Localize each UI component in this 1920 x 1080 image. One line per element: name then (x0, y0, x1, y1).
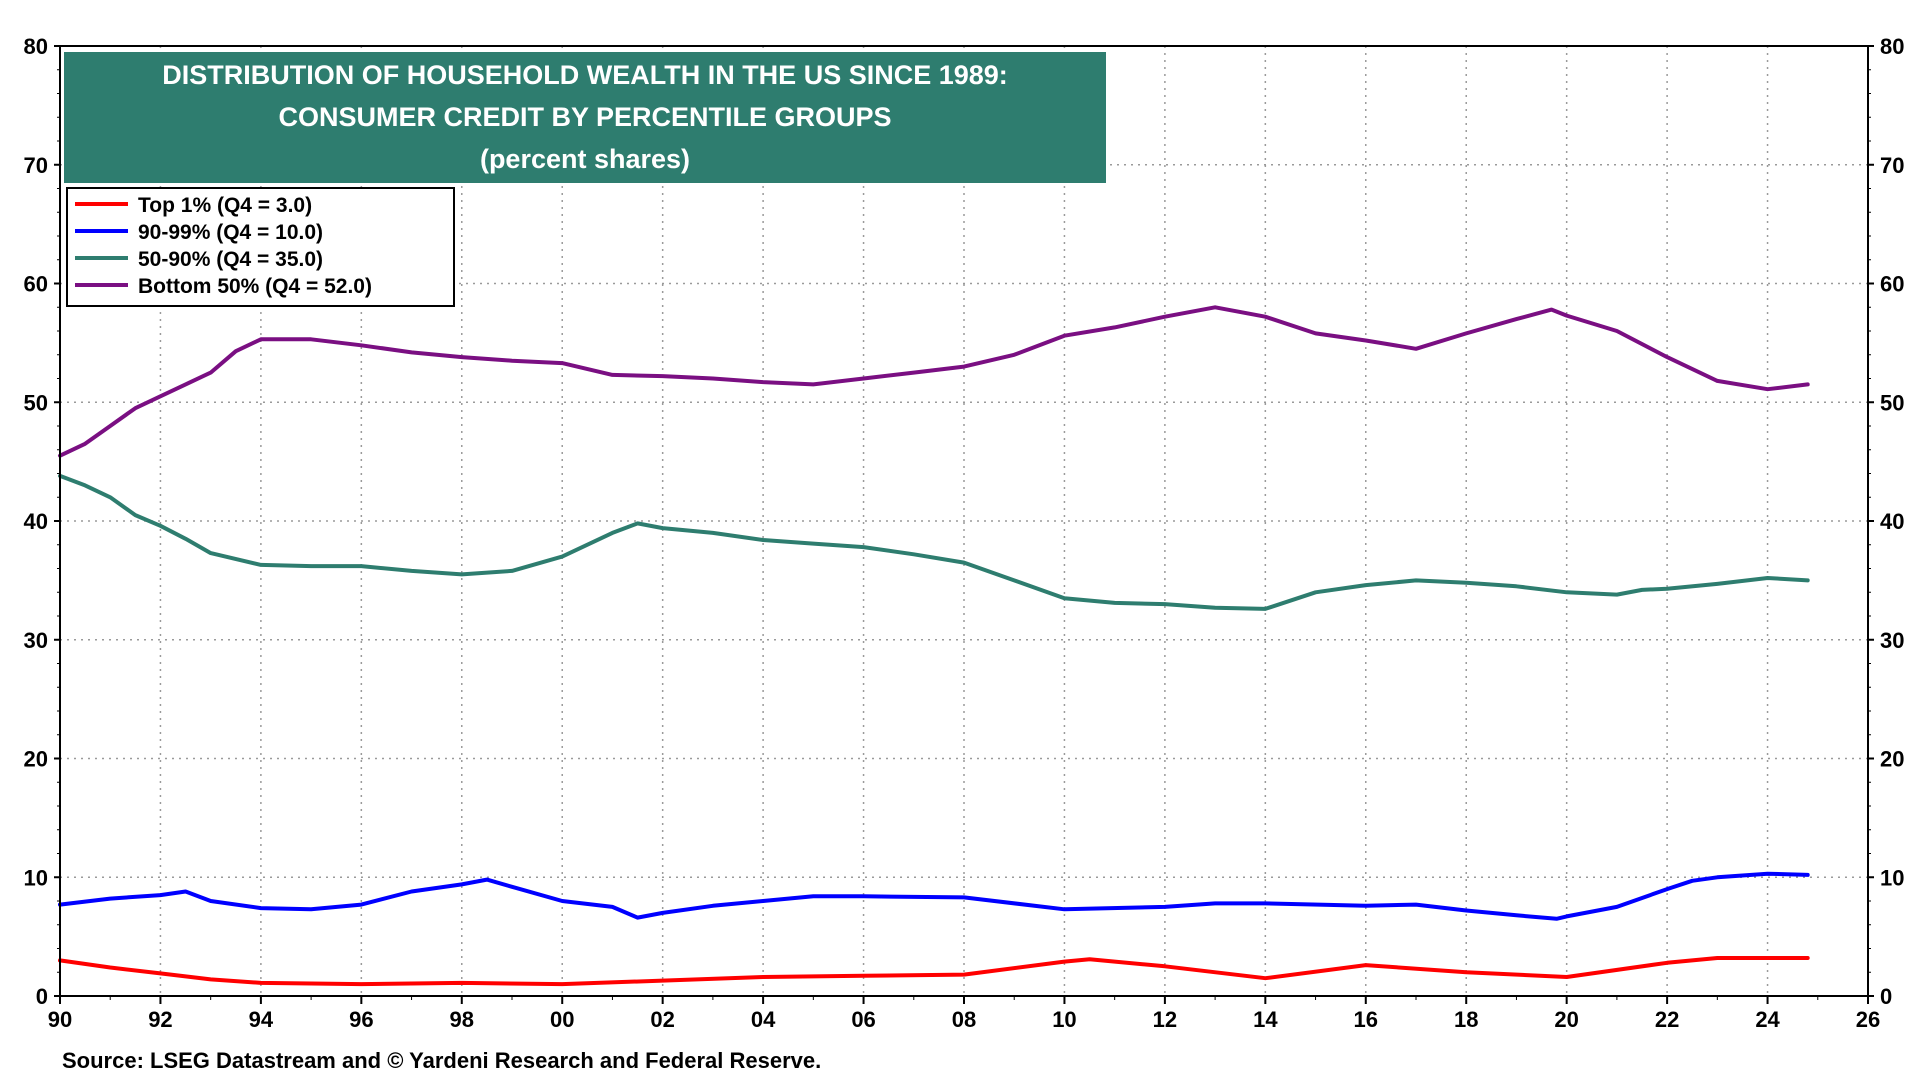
y-tick-label-left: 40 (24, 509, 48, 534)
x-tick-label: 96 (349, 1007, 373, 1032)
y-tick-label-right: 40 (1880, 509, 1904, 534)
axis-ticks (54, 45, 1874, 1004)
legend-label-bottom50: Bottom 50% (Q4 = 52.0) (138, 275, 372, 298)
legend-label-top1: Top 1% (Q4 = 3.0) (138, 194, 312, 217)
y-tick-label-left: 50 (24, 390, 48, 415)
legend: Top 1% (Q4 = 3.0) 90-99% (Q4 = 10.0) 50-… (66, 187, 455, 307)
legend-box (66, 187, 455, 307)
title-background (64, 52, 1106, 183)
series-lines (58, 305, 1810, 987)
x-tick-label: 08 (952, 1007, 976, 1032)
title-box: DISTRIBUTION OF HOUSEHOLD WEALTH IN THE … (64, 52, 1106, 183)
x-tick-label: 94 (249, 1007, 274, 1032)
x-tick-label: 16 (1354, 1007, 1378, 1032)
y-tick-label-right: 10 (1880, 865, 1904, 890)
series-line-bottom50 (58, 305, 1810, 458)
y-tick-label-right: 80 (1880, 34, 1904, 59)
x-tick-label: 92 (148, 1007, 172, 1032)
chart-title-line-1: DISTRIBUTION OF HOUSEHOLD WEALTH IN THE … (162, 60, 1008, 90)
source-note: Source: LSEG Datastream and © Yardeni Re… (62, 1048, 821, 1073)
x-tick-label: 24 (1755, 1007, 1780, 1032)
y-tick-label-left: 70 (24, 153, 48, 178)
x-tick-label: 14 (1253, 1007, 1278, 1032)
y-tick-label-right: 60 (1880, 272, 1904, 297)
y-tick-label-left: 10 (24, 865, 48, 890)
y-tick-label-left: 0 (36, 984, 48, 1009)
y-axis-labels-right: 0 10 20 30 40 50 60 70 80 (1880, 34, 1904, 1009)
y-tick-label-left: 60 (24, 272, 48, 297)
y-tick-label-left: 80 (24, 34, 48, 59)
x-tick-label: 22 (1655, 1007, 1679, 1032)
x-tick-label: 12 (1153, 1007, 1177, 1032)
x-tick-label: 18 (1454, 1007, 1478, 1032)
x-tick-label: 90 (48, 1007, 72, 1032)
x-tick-label: 04 (751, 1007, 776, 1032)
x-tick-label: 98 (450, 1007, 474, 1032)
legend-label-50-90: 50-90% (Q4 = 35.0) (138, 248, 323, 271)
legend-label-90-99: 90-99% (Q4 = 10.0) (138, 221, 323, 244)
y-tick-label-right: 50 (1880, 390, 1904, 415)
y-tick-label-right: 0 (1880, 984, 1892, 1009)
y-tick-label-left: 20 (24, 747, 48, 772)
x-tick-label: 26 (1856, 1007, 1880, 1032)
x-tick-label: 06 (851, 1007, 875, 1032)
x-tick-label: 20 (1554, 1007, 1578, 1032)
series-line-top1 (58, 956, 1810, 987)
y-tick-label-left: 30 (24, 628, 48, 653)
x-axis-labels: 90 92 94 96 98 00 02 04 06 08 10 12 14 16 18 20 22 24 26 (48, 1007, 1880, 1032)
x-tick-label: 10 (1052, 1007, 1076, 1032)
chart-subtitle: (percent shares) (480, 144, 690, 174)
x-tick-label: 02 (650, 1007, 674, 1032)
grid (60, 46, 1868, 996)
chart-title-line-2: CONSUMER CREDIT BY PERCENTILE GROUPS (278, 102, 891, 132)
series-line-90-99 (58, 871, 1810, 921)
series-line-50-90 (58, 473, 1810, 611)
x-tick-label: 00 (550, 1007, 574, 1032)
y-axis-labels-left: 0 10 20 30 40 50 60 70 80 (24, 34, 48, 1009)
y-tick-label-right: 20 (1880, 747, 1904, 772)
y-tick-label-right: 30 (1880, 628, 1904, 653)
y-tick-label-right: 70 (1880, 153, 1904, 178)
